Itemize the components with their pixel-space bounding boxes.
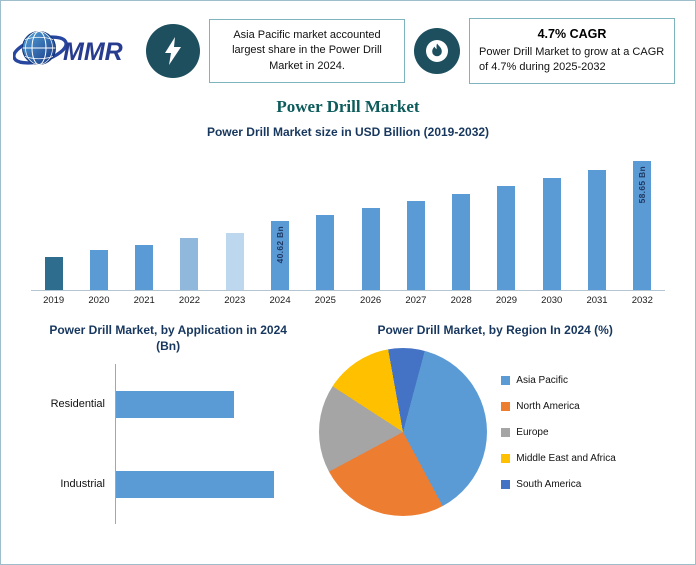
x-axis-label: 2031	[586, 295, 608, 306]
x-axis-label: 2020	[88, 295, 110, 306]
x-axis-label: 2021	[133, 295, 155, 306]
application-chart-title: Power Drill Market, by Application in 20…	[49, 323, 287, 354]
legend-item: South America	[501, 479, 616, 490]
bar	[361, 208, 380, 290]
market-size-chart: Power Drill Market size in USD Billion (…	[31, 125, 665, 306]
bar-column	[31, 257, 76, 290]
logo-text: MMR	[63, 38, 123, 66]
bar-column	[484, 186, 529, 290]
highlight-note-text: Asia Pacific market accounted largest sh…	[232, 28, 382, 72]
bar-column	[167, 238, 212, 290]
bar-area	[115, 444, 309, 525]
bar-column	[393, 201, 438, 290]
bar-column	[439, 194, 484, 290]
mmr-logo: MMR	[13, 20, 137, 82]
bar	[135, 245, 154, 290]
legend-label: Europe	[516, 426, 549, 438]
legend-item: Europe	[501, 427, 616, 438]
region-legend: Asia Pacific North America Europe Middle Ea…	[501, 375, 616, 490]
flame-badge	[414, 28, 460, 74]
bar-area	[115, 364, 309, 445]
bar-column	[76, 250, 121, 290]
bottom-section: Power Drill Market, by Application in 20…	[13, 322, 683, 525]
category-label: Industrial	[60, 478, 105, 491]
x-axis-label: 2027	[405, 295, 427, 306]
bar-column	[303, 215, 348, 290]
main-bar-chart-labels: 2019 2020 2021 2022 2023 2024 2025 2026 2027 2028…	[31, 295, 665, 306]
cagr-box: 4.7% CAGR Power Drill Market to grow at …	[469, 17, 675, 85]
bar-column	[122, 245, 167, 290]
bar	[542, 178, 561, 290]
bar-column	[529, 178, 574, 290]
bar	[225, 233, 244, 290]
x-axis-label: 2029	[495, 295, 518, 306]
bar: 40.62 Bn	[271, 221, 290, 290]
bar	[316, 215, 335, 290]
header: MMR Asia Pacific market accounted larges…	[13, 11, 683, 91]
bar	[588, 170, 607, 290]
legend-label: North America	[516, 400, 580, 412]
x-axis-label: 2025	[314, 295, 336, 306]
bar	[497, 186, 516, 290]
legend-swatch	[501, 401, 511, 411]
x-axis-label: 2032	[631, 295, 653, 306]
bar	[116, 390, 234, 418]
legend-label: Asia Pacific	[516, 374, 568, 386]
legend-label: Middle East and Africa	[516, 452, 616, 464]
region-panel: Power Drill Market, by Region In 2024 (%…	[315, 322, 675, 524]
highlight-note-box: Asia Pacific market accounted largest sh…	[209, 19, 405, 83]
legend-swatch	[501, 479, 511, 489]
application-row: Industrial	[27, 444, 309, 525]
legend-item: Asia Pacific	[501, 375, 616, 386]
legend-item: North America	[501, 401, 616, 412]
bar-column: 40.62 Bn	[257, 221, 302, 290]
category-label: Residential	[50, 398, 105, 411]
x-axis-label: 2028	[450, 295, 472, 306]
region-pie-wrap: Asia Pacific North America Europe Middle Ea…	[319, 348, 671, 517]
globe-logo-icon: MMR	[13, 31, 123, 66]
application-panel: Power Drill Market, by Application in 20…	[21, 322, 315, 525]
market-size-chart-title: Power Drill Market size in USD Billion (…	[206, 125, 490, 139]
bar: 58.65 Bn	[633, 161, 652, 290]
x-axis-label: 2019	[43, 295, 65, 306]
lightning-icon	[165, 37, 181, 65]
region-chart-title: Power Drill Market, by Region In 2024 (%…	[377, 323, 613, 337]
x-axis-label: 2023	[224, 295, 246, 306]
bar	[89, 250, 108, 290]
x-axis-label: 2024	[269, 295, 291, 306]
legend-swatch	[501, 427, 511, 437]
bar-column: 58.65 Bn	[620, 161, 665, 290]
lightning-badge	[146, 24, 200, 78]
legend-swatch	[501, 453, 511, 463]
x-axis-label: 2030	[541, 295, 563, 306]
bar-value-label: 58.65 Bn	[637, 166, 648, 204]
page-title: Power Drill Market	[276, 97, 420, 116]
region-pie	[319, 348, 488, 517]
bar-value-label: 40.62 Bn	[275, 226, 286, 264]
x-axis-label: 2022	[178, 295, 201, 306]
x-axis-label: 2026	[360, 295, 382, 306]
bar	[44, 257, 63, 290]
flame-icon	[426, 40, 448, 62]
bar-column	[348, 208, 393, 290]
cagr-note: Power Drill Market to grow at a CAGR of …	[479, 45, 665, 73]
cagr-title: 4.7% CAGR	[537, 26, 607, 41]
bar	[452, 194, 471, 290]
bar	[116, 470, 274, 498]
application-row: Residential	[27, 364, 309, 445]
bar-column	[212, 233, 257, 290]
legend-item: Middle East and Africa	[501, 453, 616, 464]
bar-column	[574, 170, 619, 290]
application-chart: Residential Industrial	[27, 364, 309, 525]
legend-swatch	[501, 375, 511, 385]
bar	[406, 201, 425, 290]
main-bar-chart-bars: 40.62 Bn 58.65 Bn	[31, 149, 665, 291]
legend-label: South America	[516, 478, 582, 490]
bar	[180, 238, 199, 290]
